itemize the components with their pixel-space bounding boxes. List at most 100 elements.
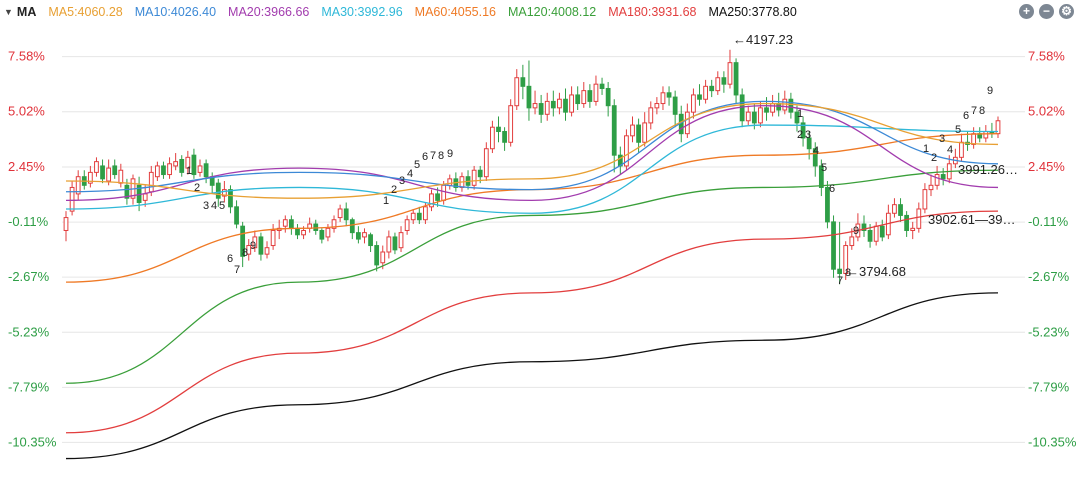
candle-body bbox=[87, 171, 93, 184]
candle-body bbox=[764, 107, 769, 113]
candle-body bbox=[520, 77, 526, 87]
price-label: ←3794.68 bbox=[846, 264, 906, 279]
y-tick-label-left: 7.58% bbox=[8, 49, 45, 64]
candle-body bbox=[282, 219, 288, 227]
indicator-selector[interactable]: ▼ MA bbox=[0, 5, 48, 19]
candle-body bbox=[423, 206, 428, 221]
settings-gear-icon[interactable]: ⚙ bbox=[1059, 4, 1074, 19]
candle-body bbox=[660, 92, 666, 105]
candle-body bbox=[483, 148, 489, 178]
candle-body bbox=[733, 62, 739, 96]
ma-label-ma120: MA120:4008.12 bbox=[507, 5, 597, 19]
candle-body bbox=[100, 165, 105, 180]
candle-body bbox=[849, 236, 855, 247]
sequence-count-label: 3 bbox=[399, 175, 405, 187]
candle-body bbox=[794, 111, 800, 124]
candle-body bbox=[800, 122, 806, 139]
ma-label-ma10: MA10:4026.40 bbox=[134, 5, 217, 19]
candle-body bbox=[593, 83, 599, 102]
sequence-count-label: 7 bbox=[971, 105, 977, 117]
candle-body bbox=[630, 124, 635, 137]
y-tick-label-right: 5.02% bbox=[1028, 104, 1065, 119]
candle-body bbox=[745, 111, 751, 122]
candle-body bbox=[569, 94, 574, 113]
y-tick-label-left: -10.35% bbox=[8, 434, 57, 449]
candle-body bbox=[873, 225, 879, 242]
candle-body bbox=[167, 163, 172, 176]
sequence-count-label: 7 bbox=[430, 150, 436, 162]
candle-body bbox=[751, 111, 757, 124]
candle-body bbox=[703, 85, 708, 100]
candlestick-chart: 7.58% 7.58% 5.02% 5.02% 2.45% 2.45% -0.11% -0.1… bbox=[8, 32, 1077, 460]
candle-body bbox=[447, 178, 453, 186]
sequence-count-label: 5 bbox=[955, 124, 961, 136]
candle-body bbox=[69, 186, 75, 212]
candle-body bbox=[904, 214, 910, 231]
candle-body bbox=[368, 234, 373, 247]
candle-body bbox=[331, 219, 337, 229]
ma-label-ma30: MA30:3992.96 bbox=[321, 5, 403, 19]
candle-body bbox=[288, 219, 294, 229]
candle-body bbox=[709, 85, 715, 92]
candle-body bbox=[666, 92, 672, 98]
y-tick-label-right: -7.79% bbox=[1028, 379, 1070, 394]
ma-label-ma60: MA60:4055.16 bbox=[414, 5, 496, 19]
candle-body bbox=[490, 126, 495, 150]
candle-body bbox=[185, 156, 191, 169]
candle-body bbox=[697, 94, 702, 100]
sequence-count-label: 7 bbox=[837, 275, 843, 287]
candle-body bbox=[526, 85, 532, 109]
candle-body bbox=[557, 98, 562, 109]
y-tick-label-left: -0.11% bbox=[8, 214, 49, 229]
price-label: 3902.61—39… bbox=[928, 212, 1015, 227]
candle-body bbox=[544, 100, 550, 115]
sequence-count-label: 1 bbox=[797, 108, 803, 120]
sequence-count-label: 9 bbox=[250, 240, 256, 252]
sequence-count-label: 6 bbox=[829, 183, 835, 195]
sequence-count-label: 9 bbox=[987, 85, 993, 97]
candle-body bbox=[258, 236, 264, 255]
candle-body bbox=[684, 111, 690, 135]
sequence-count-label: 2 bbox=[194, 182, 200, 194]
sequence-count-label: 2 bbox=[931, 152, 937, 164]
candle-body bbox=[398, 232, 404, 249]
candle-body bbox=[508, 105, 514, 143]
candle-body bbox=[843, 245, 849, 275]
candle-body bbox=[221, 189, 227, 197]
candle-body bbox=[636, 124, 641, 143]
candle-body bbox=[191, 154, 197, 176]
caret-down-icon: ▼ bbox=[4, 7, 13, 17]
candle-body bbox=[154, 165, 160, 178]
candle-body bbox=[983, 131, 989, 139]
y-tick-label-right: -10.35% bbox=[1028, 434, 1077, 449]
add-icon[interactable]: + bbox=[1019, 4, 1034, 19]
sequence-count-label: 7 bbox=[234, 264, 240, 276]
candle-body bbox=[337, 208, 343, 219]
candle-body bbox=[75, 176, 81, 195]
candle-body bbox=[496, 126, 501, 133]
ma-legend: MA5:4060.28 MA10:4026.40 MA20:3966.66 MA30:… bbox=[48, 5, 808, 19]
sequence-count-label: 3 bbox=[939, 133, 945, 145]
candle-body bbox=[648, 107, 654, 124]
candle-body bbox=[343, 208, 349, 221]
candle-body bbox=[416, 212, 422, 221]
sequence-count-label: 1 bbox=[383, 195, 389, 207]
candle-body bbox=[770, 103, 776, 113]
candle-body bbox=[892, 204, 897, 214]
candle-body bbox=[934, 174, 940, 186]
remove-icon[interactable]: − bbox=[1039, 4, 1054, 19]
candle-body bbox=[313, 223, 319, 231]
sequence-count-label: 8 bbox=[242, 247, 248, 259]
candle-body bbox=[672, 96, 678, 115]
sequence-count-label: 4 bbox=[211, 200, 217, 212]
candle-body bbox=[197, 165, 203, 173]
candle-body bbox=[825, 186, 830, 223]
candle-body bbox=[605, 87, 611, 107]
candle-body bbox=[404, 219, 410, 231]
price-label: 3991.26… bbox=[958, 162, 1018, 177]
candle-body bbox=[502, 131, 507, 143]
candle-body bbox=[173, 161, 179, 167]
y-tick-label-left: -2.67% bbox=[8, 269, 50, 284]
candle-body bbox=[611, 105, 617, 156]
candle-body bbox=[392, 236, 398, 251]
